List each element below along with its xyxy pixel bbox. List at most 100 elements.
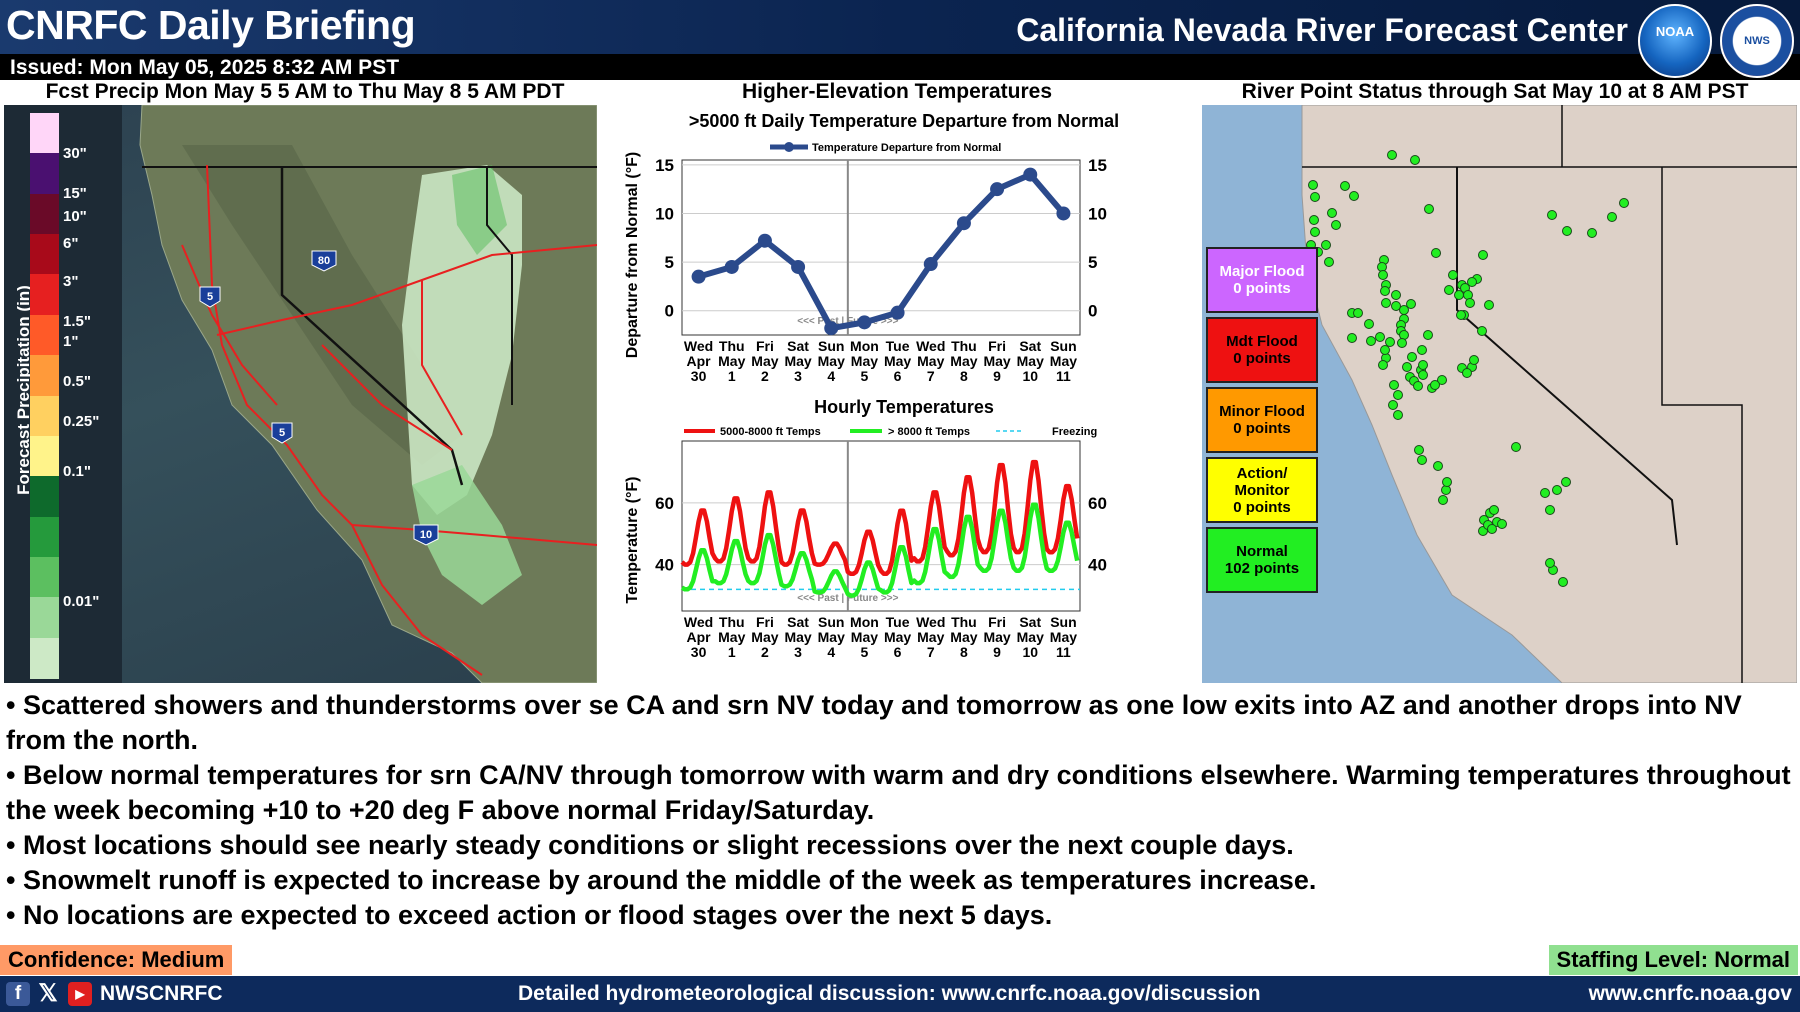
day-axis-label: 10 <box>1022 368 1038 384</box>
legend-tick-label: 15" <box>63 185 87 202</box>
river-point <box>1378 360 1388 370</box>
status-label: Major Flood <box>1219 263 1305 280</box>
facebook-icon[interactable]: f <box>6 982 30 1006</box>
river-point <box>1340 181 1350 191</box>
day-axis-label: Apr <box>687 353 712 369</box>
day-axis-label: 7 <box>927 368 935 384</box>
daily-ytick-left: 15 <box>655 156 674 175</box>
river-point <box>1387 150 1397 160</box>
day-axis-label: May <box>950 353 977 369</box>
precip-green-south <box>412 465 522 605</box>
day-axis-label: 1 <box>728 368 736 384</box>
day-axis-label: Sat <box>787 338 809 354</box>
x-icon[interactable]: 𝕏 <box>38 980 58 1007</box>
noaa-logo: NOAA <box>1638 4 1712 78</box>
river-point <box>1478 250 1488 260</box>
youtube-icon[interactable]: ▶ <box>68 982 92 1006</box>
daily-x-labels: WedApr30ThuMay1FriMay2SatMay3SunMay4MonM… <box>684 338 1077 384</box>
confidence-badge: Confidence: Medium <box>0 945 233 975</box>
daily-departure-point <box>857 315 872 330</box>
river-point <box>1552 485 1562 495</box>
day-axis-label: 9 <box>993 644 1001 660</box>
daily-past-future-label: <<< Past | Future >>> <box>797 316 898 327</box>
social-handle[interactable]: NWSCNRFC <box>100 982 223 1005</box>
daily-ytick-right: 10 <box>1088 204 1107 223</box>
header-bar: CNRFC Daily Briefing California Nevada R… <box>0 0 1800 54</box>
daily-departure-point <box>990 182 1005 197</box>
legend-color-swatch <box>30 516 59 558</box>
legend-color-swatch <box>30 597 59 639</box>
river-point <box>1561 477 1571 487</box>
river-points <box>1306 150 1629 587</box>
river-point <box>1375 332 1385 342</box>
status-box: Major Flood 0 points <box>1206 247 1318 313</box>
website-link[interactable]: www.cnrfc.noaa.gov <box>1588 982 1792 1005</box>
hourly-ytick-right: 60 <box>1088 494 1107 513</box>
day-axis-label: 30 <box>691 368 707 384</box>
nv-az-border <box>486 167 513 405</box>
status-label: Normal <box>1236 543 1288 560</box>
legend-color-swatch <box>30 355 59 397</box>
day-axis-label: 6 <box>894 644 902 660</box>
bullet-item: • No locations are expected to exceed ac… <box>6 900 1053 930</box>
issued-time: Issued: Mon May 05, 2025 8:32 AM PST <box>10 56 400 79</box>
daily-departure-point <box>691 269 706 284</box>
day-axis-label: 10 <box>1022 644 1038 660</box>
river-point <box>1364 319 1374 329</box>
status-box: Action/ Monitor 0 points <box>1206 457 1318 523</box>
daily-ytick-right: 5 <box>1088 253 1097 272</box>
highway-network <box>181 164 597 676</box>
river-point <box>1347 333 1357 343</box>
day-axis-label: May <box>784 353 811 369</box>
river-point <box>1489 505 1499 515</box>
day-axis-label: 4 <box>827 644 835 660</box>
day-axis-label: May <box>917 353 944 369</box>
legend-color-swatch <box>30 314 59 357</box>
day-axis-label: May <box>950 629 977 645</box>
daily-grid <box>682 164 1080 312</box>
status-label: Minor Flood <box>1219 403 1305 420</box>
daily-ytick-right: 0 <box>1088 302 1097 321</box>
daily-y-ticks: 0 0 5 5 10 10 15 15 <box>655 156 1107 321</box>
i10-shield: 10 <box>413 524 439 546</box>
river-panel-title: River Point Status through Sat May 10 at… <box>1241 80 1749 103</box>
river-point <box>1619 198 1629 208</box>
issued-bar: Issued: Mon May 05, 2025 8:32 AM PST <box>0 54 1800 80</box>
day-axis-label: May <box>751 353 778 369</box>
river-point <box>1349 191 1359 201</box>
river-point <box>1417 455 1427 465</box>
daily-chart-title: >5000 ft Daily Temperature Departure fro… <box>689 111 1119 131</box>
status-label: Mdt Flood <box>1226 333 1298 350</box>
river-point <box>1417 345 1427 355</box>
hourly-x-labels: WedApr30ThuMay1FriMay2SatMay3SunMay4MonM… <box>684 614 1077 660</box>
hourly-ytick-left: 60 <box>655 494 674 513</box>
day-axis-label: May <box>884 353 911 369</box>
legend-tick-label: 1.5" <box>63 313 91 330</box>
river-point <box>1309 215 1319 225</box>
river-point <box>1424 204 1434 214</box>
day-axis-label: Sun <box>818 338 844 354</box>
river-point <box>1380 286 1390 296</box>
day-axis-label: Sun <box>1050 614 1076 630</box>
i5-south-label: 5 <box>279 427 285 439</box>
noaa-logo-text: NOAA <box>1655 24 1695 39</box>
mid-elevation-temp-line <box>680 459 1080 577</box>
river-point <box>1562 226 1572 236</box>
day-axis-label: May <box>818 353 845 369</box>
daily-ytick-right: 15 <box>1088 156 1107 175</box>
river-point <box>1607 212 1617 222</box>
hourly-ylabel: Temperature (°F) <box>624 476 641 603</box>
daily-departure-point <box>1023 167 1038 182</box>
bullet-item: • Below normal temperatures for srn CA/N… <box>6 760 1791 825</box>
river-point <box>1433 461 1443 471</box>
hourly-ytick-right: 40 <box>1088 556 1107 575</box>
day-axis-label: May <box>851 353 878 369</box>
legend-color-swatch <box>30 435 59 478</box>
i5-north-shield: 5 <box>199 286 221 308</box>
day-axis-label: Fri <box>756 614 774 630</box>
daily-legend: Temperature Departure from Normal <box>770 142 1001 154</box>
day-axis-label: Wed <box>684 614 713 630</box>
day-axis-label: May <box>1050 629 1077 645</box>
precip-land-map: 5 80 5 10 <box>139 105 597 683</box>
discussion-link[interactable]: Detailed hydrometeorological discussion:… <box>518 982 1261 1005</box>
